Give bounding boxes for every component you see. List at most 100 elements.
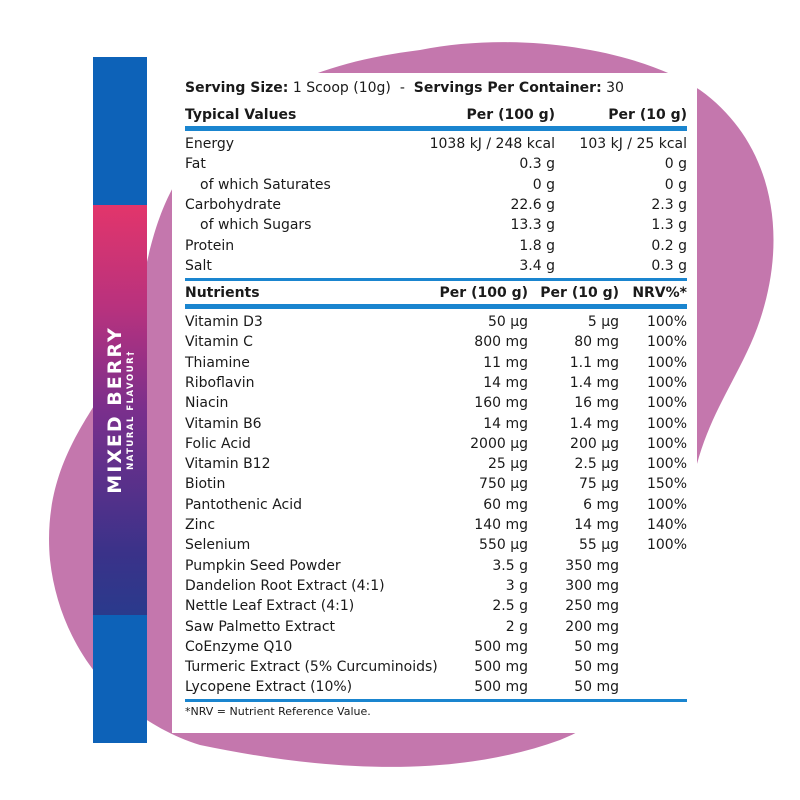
row-value: 3.4 g bbox=[519, 257, 555, 274]
row-label: Vitamin B12 bbox=[185, 456, 271, 473]
row-value: 2 g bbox=[505, 618, 528, 635]
row-value: 3 g bbox=[505, 577, 528, 594]
table-row: Pumpkin Seed Powder 3.5 g 350 mg bbox=[185, 556, 687, 576]
serving-info: Serving Size: 1 Scoop (10g) - Servings P… bbox=[185, 80, 624, 96]
row-label: Dandelion Root Extract (4:1) bbox=[185, 577, 385, 594]
servings-per-container-value: 30 bbox=[606, 80, 624, 96]
row-label: Saw Palmetto Extract bbox=[185, 618, 336, 635]
row-value: 11 mg bbox=[483, 354, 528, 371]
flavour-subtitle: NATURAL FLAVOUR† bbox=[126, 350, 136, 470]
table-row: Salt 3.4 g 0.3 g bbox=[185, 256, 687, 276]
table-row: Riboflavin 14 mg 1.4 mg 100% bbox=[185, 373, 687, 393]
row-label: Riboflavin bbox=[185, 374, 255, 391]
table-row: Selenium 550 µg 55 µg 100% bbox=[185, 535, 687, 555]
serving-size-label: Serving Size: bbox=[185, 80, 289, 96]
table-row: Biotin 750 µg 75 µg 150% bbox=[185, 474, 687, 494]
row-value: 1038 kJ / 248 kcal bbox=[429, 136, 555, 152]
row-value: 1.4 mg bbox=[569, 415, 619, 432]
table-row: of which Sugars 13.3 g 1.3 g bbox=[185, 215, 687, 235]
row-value: 550 µg bbox=[479, 537, 528, 554]
row-value: 100% bbox=[646, 415, 687, 432]
row-value: 0 g bbox=[532, 176, 555, 193]
table-row: of which Saturates 0 g 0 g bbox=[185, 175, 687, 195]
row-label: Vitamin C bbox=[185, 334, 253, 351]
table-row: Niacin 160 mg 16 mg 100% bbox=[185, 393, 687, 413]
row-value: 103 kJ / 25 kcal bbox=[579, 136, 687, 152]
row-value: 0.3 g bbox=[651, 257, 687, 274]
separator: - bbox=[399, 80, 405, 96]
row-label: Fat bbox=[185, 156, 206, 173]
row-value: 80 mg bbox=[574, 334, 619, 351]
nutrition-panel bbox=[172, 73, 697, 733]
row-label: Niacin bbox=[185, 395, 229, 412]
table-row: Lycopene Extract (10%) 500 mg 50 mg bbox=[185, 677, 687, 697]
row-value: Per (100 g) bbox=[466, 107, 555, 123]
row-label: Vitamin D3 bbox=[185, 314, 263, 330]
footnote: *NRV = Nutrient Reference Value. bbox=[185, 705, 371, 718]
table-row: Vitamin B6 14 mg 1.4 mg 100% bbox=[185, 414, 687, 434]
table-row: Pantothenic Acid 60 mg 6 mg 100% bbox=[185, 495, 687, 515]
table-row: Carbohydrate 22.6 g 2.3 g bbox=[185, 195, 687, 215]
row-value: 13.3 g bbox=[510, 217, 555, 234]
row-label: Nutrients bbox=[185, 285, 260, 301]
table-row: Dandelion Root Extract (4:1) 3 g 300 mg bbox=[185, 576, 687, 596]
row-value: 0 g bbox=[664, 176, 687, 193]
row-value: 14 mg bbox=[483, 415, 528, 432]
row-value: 2000 µg bbox=[470, 435, 528, 452]
row-label: Pumpkin Seed Powder bbox=[185, 557, 341, 574]
row-label: Carbohydrate bbox=[185, 196, 282, 213]
typical-values-header: Typical Values Per (100 g) Per (10 g) bbox=[185, 105, 687, 125]
row-value: 100% bbox=[646, 435, 687, 452]
row-value: 60 mg bbox=[483, 496, 528, 513]
row-value: 14 mg bbox=[483, 374, 528, 391]
row-value: Per (10 g) bbox=[540, 285, 619, 301]
row-label: Energy bbox=[185, 136, 235, 152]
row-value: 1.8 g bbox=[519, 237, 555, 254]
row-label: CoEnzyme Q10 bbox=[185, 638, 293, 655]
row-value: 0.2 g bbox=[651, 237, 687, 254]
row-label: Vitamin B6 bbox=[185, 415, 262, 432]
row-label: Selenium bbox=[185, 537, 251, 554]
row-label: Biotin bbox=[185, 476, 226, 493]
row-value: 22.6 g bbox=[510, 196, 555, 213]
table-row: Protein 1.8 g 0.2 g bbox=[185, 236, 687, 256]
row-value: 800 mg bbox=[474, 334, 528, 351]
row-value: 6 mg bbox=[583, 496, 619, 513]
row-label: of which Sugars bbox=[200, 217, 312, 234]
row-value: 140% bbox=[646, 517, 687, 533]
row-value: 2.5 g bbox=[492, 598, 528, 615]
divider bbox=[185, 126, 687, 131]
row-value: 0 g bbox=[664, 156, 687, 173]
flavour-band: MIXED BERRY NATURAL FLAVOUR† bbox=[93, 205, 147, 615]
table-row: Turmeric Extract (5% Curcuminoids) 500 mg… bbox=[185, 657, 687, 677]
row-value: 500 mg bbox=[474, 638, 528, 655]
product-strip: MIXED BERRY NATURAL FLAVOUR† bbox=[93, 57, 147, 743]
row-value: 5 µg bbox=[587, 314, 619, 330]
row-value: Per (100 g) bbox=[439, 285, 528, 301]
row-value: Per (10 g) bbox=[608, 107, 687, 123]
row-value: 140 mg bbox=[474, 517, 528, 533]
row-value: 160 mg bbox=[474, 395, 528, 412]
table-row: CoEnzyme Q10 500 mg 50 mg bbox=[185, 637, 687, 657]
row-value: 1.1 mg bbox=[569, 354, 619, 371]
row-label: Folic Acid bbox=[185, 435, 251, 452]
row-value: 100% bbox=[646, 314, 687, 330]
divider bbox=[185, 278, 687, 281]
row-value: 14 mg bbox=[574, 517, 619, 533]
row-value: 100% bbox=[646, 456, 687, 473]
row-value: 100% bbox=[646, 395, 687, 412]
table-row: Nettle Leaf Extract (4:1) 2.5 g 250 mg bbox=[185, 596, 687, 616]
row-value: 50 mg bbox=[574, 638, 619, 655]
row-value: 500 mg bbox=[474, 679, 528, 696]
row-label: Protein bbox=[185, 237, 235, 254]
row-value: 100% bbox=[646, 496, 687, 513]
row-label: Turmeric Extract (5% Curcuminoids) bbox=[185, 659, 438, 676]
row-label: Nettle Leaf Extract (4:1) bbox=[185, 598, 355, 615]
row-value: 0.3 g bbox=[519, 156, 555, 173]
row-value: 50 µg bbox=[487, 314, 528, 330]
flavour-name: MIXED BERRY bbox=[104, 326, 126, 494]
servings-per-container-label: Servings Per Container: bbox=[413, 80, 602, 96]
row-value: 50 mg bbox=[574, 679, 619, 696]
serving-size-value: 1 Scoop (10g) bbox=[292, 80, 391, 96]
row-value: 100% bbox=[646, 354, 687, 371]
